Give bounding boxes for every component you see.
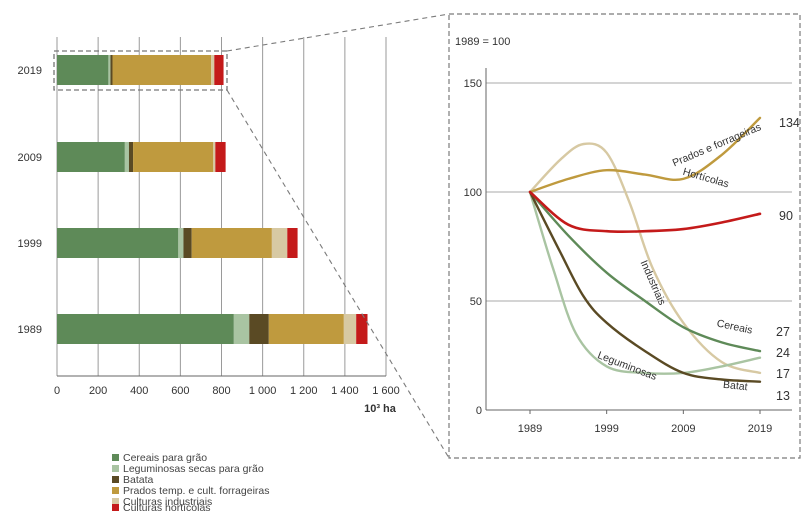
line-x-tick-label: 2019 [748,423,772,435]
x-tick-label: 1 400 [331,385,359,397]
series-line-prados [528,116,762,194]
legend-item-leguminosas: Leguminosas secas para grão [112,462,264,475]
series-end-label: 27 [776,325,790,339]
bar-segment-cereais [57,142,125,172]
bar-segment-batata [249,314,269,344]
x-tick-label: 1 000 [249,385,277,397]
y-tick-label: 50 [470,296,482,308]
bar-segment-prados [268,314,344,344]
series-line-batata [528,190,762,383]
series-line-industriais [528,142,762,375]
bar-segment-horticolas [214,55,224,85]
legend-swatch [112,465,119,472]
bar-segment-batata [183,228,192,258]
legend-swatch [112,498,119,505]
bar-segment-horticolas [287,228,298,258]
bar-category-label: 2019 [18,65,42,77]
series-end-label: 17 [776,367,790,381]
x-tick-label: 200 [89,385,107,397]
series-line-horticolas [528,190,762,234]
bar-category-label: 1989 [18,324,42,336]
series-line-cereais [528,190,762,353]
legend-item-cereais: Cereais para grão [112,451,208,464]
index-base-note: 1989 = 100 [455,36,510,48]
series-end-label: 24 [776,346,790,360]
legend-swatch [112,487,119,494]
line-x-tick-label: 2009 [671,423,695,435]
zoom-connector-top [226,13,450,52]
legend-swatch [112,454,119,461]
inset-frame [448,13,801,459]
x-tick-label: 800 [212,385,230,397]
legend-swatch [112,476,119,483]
legend-label: Prados temp. e cult. forrageiras [123,484,270,497]
x-axis-label: 10³ ha [364,403,397,415]
bar-segment-horticolas [356,314,368,344]
legend-label: Leguminosas secas para grão [123,462,264,475]
bar-segment-batata [110,55,113,85]
series-end-label: 90 [779,209,793,223]
bar-segment-prados [133,142,214,172]
bar-segment-cereais [57,55,109,85]
legend-item-prados: Prados temp. e cult. forrageiras [112,484,270,497]
series-end-label: 13 [776,389,790,403]
bar-category-label: 1999 [18,238,42,250]
legend-item-industriais: Culturas industriais [112,495,213,508]
line-x-tick-label: 1989 [518,423,542,435]
bar-segment-industriais [343,314,357,344]
bar-segment-industriais [213,142,216,172]
legend-label: Batata [123,473,154,486]
bar-segment-industriais [271,228,288,258]
bar-category-label: 2009 [18,152,42,164]
y-tick-label: 100 [464,187,482,199]
legend-label: Cereais para grão [123,451,208,464]
series-name-label: Batat [722,379,748,394]
bar-segment-industriais [211,55,215,85]
legend-item-batata: Batata [112,473,154,486]
bar-segment-batata [128,142,134,172]
highlight-box-2019 [53,50,228,91]
series-line-leguminosas [528,190,762,375]
bar-segment-horticolas [215,142,226,172]
zoom-connector-bottom [226,89,450,459]
y-tick-label: 150 [464,78,482,90]
x-tick-label: 1 200 [290,385,318,397]
bar-segment-cereais [57,314,234,344]
y-tick-label: 0 [476,405,482,417]
bar-segment-prados [191,228,272,258]
bar-segment-leguminosas [124,142,129,172]
bar-segment-cereais [57,228,179,258]
series-end-label: 134 [779,116,800,130]
bar-segment-leguminosas [178,228,184,258]
line-x-tick-label: 1999 [594,423,618,435]
bar-segment-prados [112,55,212,85]
x-tick-label: 400 [130,385,148,397]
x-tick-label: 600 [171,385,189,397]
bar-segment-leguminosas [108,55,111,85]
bar-segment-leguminosas [233,314,250,344]
legend-label: Culturas industriais [123,495,213,508]
x-tick-label: 0 [54,385,60,397]
x-tick-label: 1 600 [372,385,400,397]
